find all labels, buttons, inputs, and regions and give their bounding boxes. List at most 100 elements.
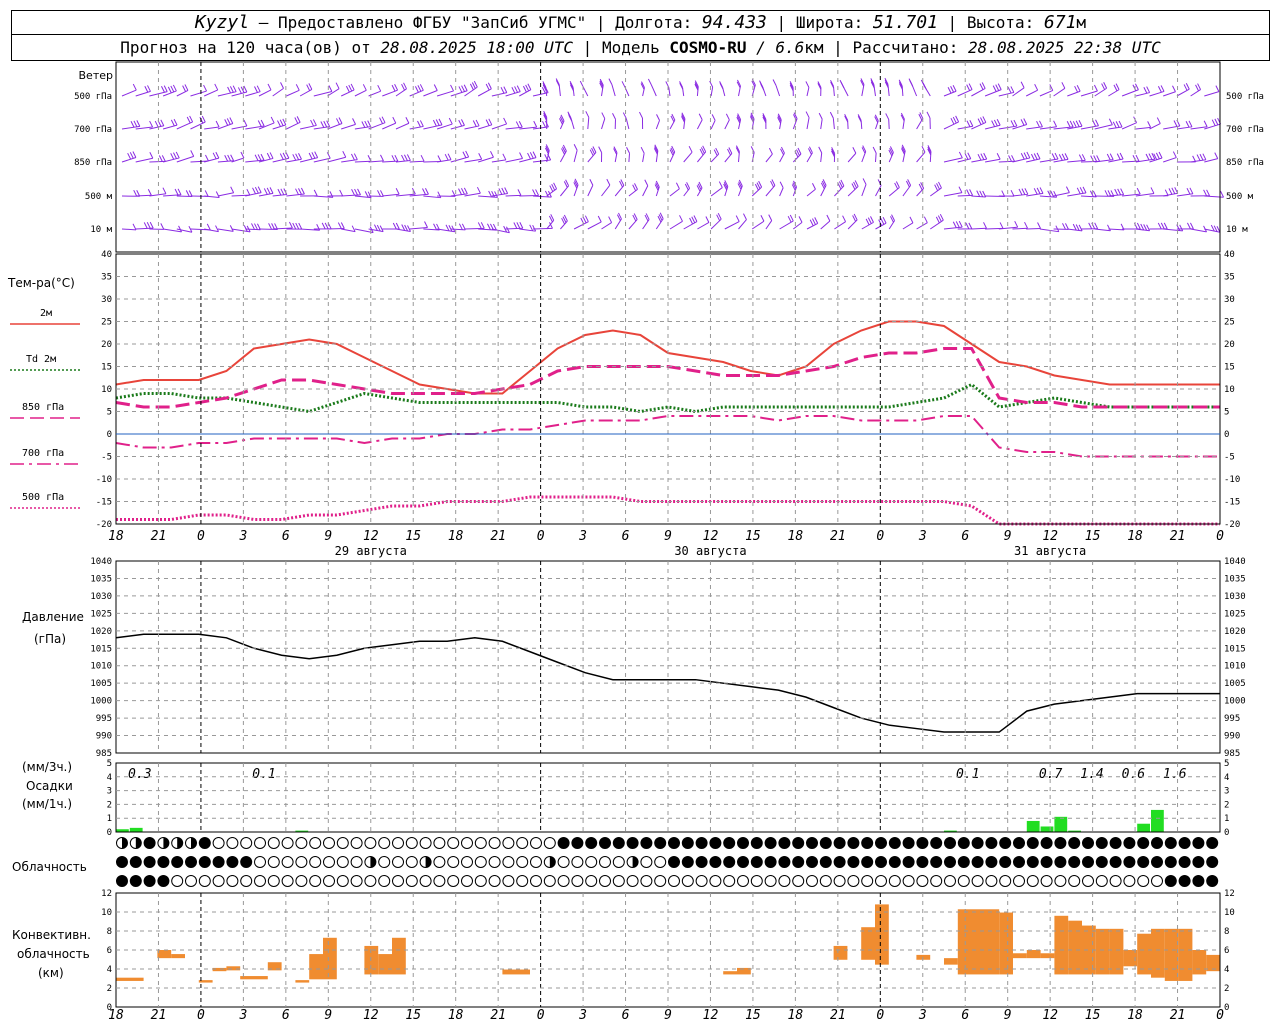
- y-tick-left: 1000: [90, 697, 112, 707]
- cloud-symbol: [1164, 837, 1177, 849]
- wind-barb: [765, 220, 773, 230]
- wind-barb-feather: [613, 148, 618, 155]
- pressure-panel: Давление (гПа) 1040 1040 1035 1035 1030 1030 1…: [22, 557, 1246, 759]
- wind-barb-feather: [504, 187, 509, 194]
- wind-barb: [1122, 193, 1141, 197]
- wind-barb-feather: [406, 154, 411, 161]
- cloud-symbol: [336, 856, 349, 868]
- conv-bar: [957, 909, 1000, 975]
- wind-barb: [710, 187, 723, 197]
- hour-tick: 15: [745, 529, 761, 544]
- wind-barb: [1026, 126, 1043, 130]
- wind-barb-feather: [308, 152, 313, 160]
- wind-barb-feather: [1065, 223, 1069, 230]
- conv-bar: [295, 980, 310, 983]
- cloud-symbol: [364, 837, 377, 849]
- wind-barb: [491, 159, 506, 163]
- wind-barb-feather: [298, 153, 302, 160]
- conv-bar: [309, 954, 323, 980]
- wind-barb-feather: [292, 154, 297, 161]
- header-dash: –: [249, 13, 279, 32]
- wind-barb: [1163, 192, 1178, 197]
- wind-barb-feather: [1136, 222, 1141, 230]
- wind-barb-feather: [927, 146, 932, 154]
- wind-barb-feather: [561, 148, 565, 155]
- cloud-symbol: [1123, 837, 1136, 849]
- wind-barb-feather: [762, 116, 767, 124]
- wind-barb-feather: [840, 81, 845, 89]
- wind-barb: [1053, 158, 1069, 163]
- wind-barb-feather: [444, 153, 449, 161]
- cloud-symbol: [129, 875, 142, 887]
- wind-barb-feather: [1163, 222, 1168, 230]
- wind-barb-feather: [618, 212, 622, 220]
- wind-barb-feather: [698, 113, 703, 120]
- y-tick-left: 6: [107, 946, 112, 956]
- wind-barb-feather: [829, 111, 834, 119]
- wind-barb-feather: [681, 116, 685, 123]
- wind-barb-feather: [1088, 222, 1093, 230]
- wind-barb: [957, 89, 973, 97]
- cloud-symbol: [612, 837, 625, 849]
- wind-barb-feather: [658, 214, 663, 221]
- wind-barb-feather: [1026, 151, 1031, 159]
- wind-barb: [1135, 92, 1150, 97]
- wind-barb-feather: [1076, 187, 1081, 195]
- wind-barb-feather: [170, 153, 175, 160]
- wind-barb-feather: [1061, 153, 1066, 161]
- wind-barb-feather: [379, 225, 384, 232]
- cloud-symbol: [819, 856, 832, 868]
- wind-barb-feather: [1093, 155, 1098, 162]
- hour-tick: 0: [876, 1008, 884, 1023]
- wind-barb-feather: [154, 120, 159, 128]
- cloud-symbol: [737, 856, 749, 868]
- wind-barb: [395, 193, 416, 197]
- cloud-symbol: [143, 856, 156, 868]
- wind-barb: [930, 219, 944, 230]
- wind-barb: [697, 222, 710, 230]
- wind-barb-feather: [394, 83, 399, 91]
- wind-barb: [382, 89, 398, 97]
- cloud-symbol: [999, 856, 1012, 868]
- cloud-symbol: [847, 856, 860, 868]
- wind-barb-feather: [328, 85, 333, 92]
- wind-barb-feather: [920, 182, 925, 189]
- cloud-symbol: [405, 875, 418, 887]
- wind-barb-feather: [982, 116, 987, 123]
- cloud-symbol-half: [135, 837, 142, 849]
- hour-tick: 15: [405, 529, 421, 544]
- wind-barb: [696, 119, 703, 130]
- wind-barb-feather: [861, 147, 866, 154]
- cloud-symbol-half: [425, 856, 432, 868]
- wind-barb: [272, 227, 293, 230]
- cloud-symbol: [1040, 856, 1053, 868]
- wind-barb-feather: [805, 111, 810, 118]
- wind-barb-feather: [133, 189, 138, 197]
- cloud-symbol: [267, 856, 280, 868]
- wind-barb-feather: [735, 147, 740, 154]
- wind-barb-feather: [478, 153, 483, 160]
- wind-barb-feather: [1082, 186, 1087, 194]
- lat-value: 51.701: [872, 12, 938, 33]
- wind-barb-feather: [1143, 224, 1148, 231]
- wind-barb-feather: [525, 84, 530, 92]
- cloud-symbol: [1178, 875, 1191, 887]
- wind-barb-feather: [1101, 83, 1106, 90]
- wind-barb: [313, 91, 333, 97]
- wind-barb-feather: [789, 214, 794, 222]
- wind-barb-feather: [565, 179, 570, 186]
- wind-barb-feather: [1036, 120, 1040, 128]
- cloud-symbol: [530, 875, 542, 887]
- wind-level-right: 500 м: [1226, 192, 1254, 202]
- wind-barb: [395, 122, 410, 130]
- wind-barb-feather: [597, 215, 602, 223]
- wind-barb-feather: [296, 116, 301, 123]
- cloud-symbol: [1095, 875, 1108, 887]
- wind-barb-feather: [1118, 120, 1123, 128]
- conv-bar: [226, 966, 241, 971]
- wind-barb-feather: [300, 187, 305, 195]
- wind-barb-feather: [1116, 153, 1121, 160]
- wind-barb: [162, 124, 178, 130]
- cloud-symbol-half: [163, 837, 169, 849]
- wind-barb-feather: [694, 80, 699, 87]
